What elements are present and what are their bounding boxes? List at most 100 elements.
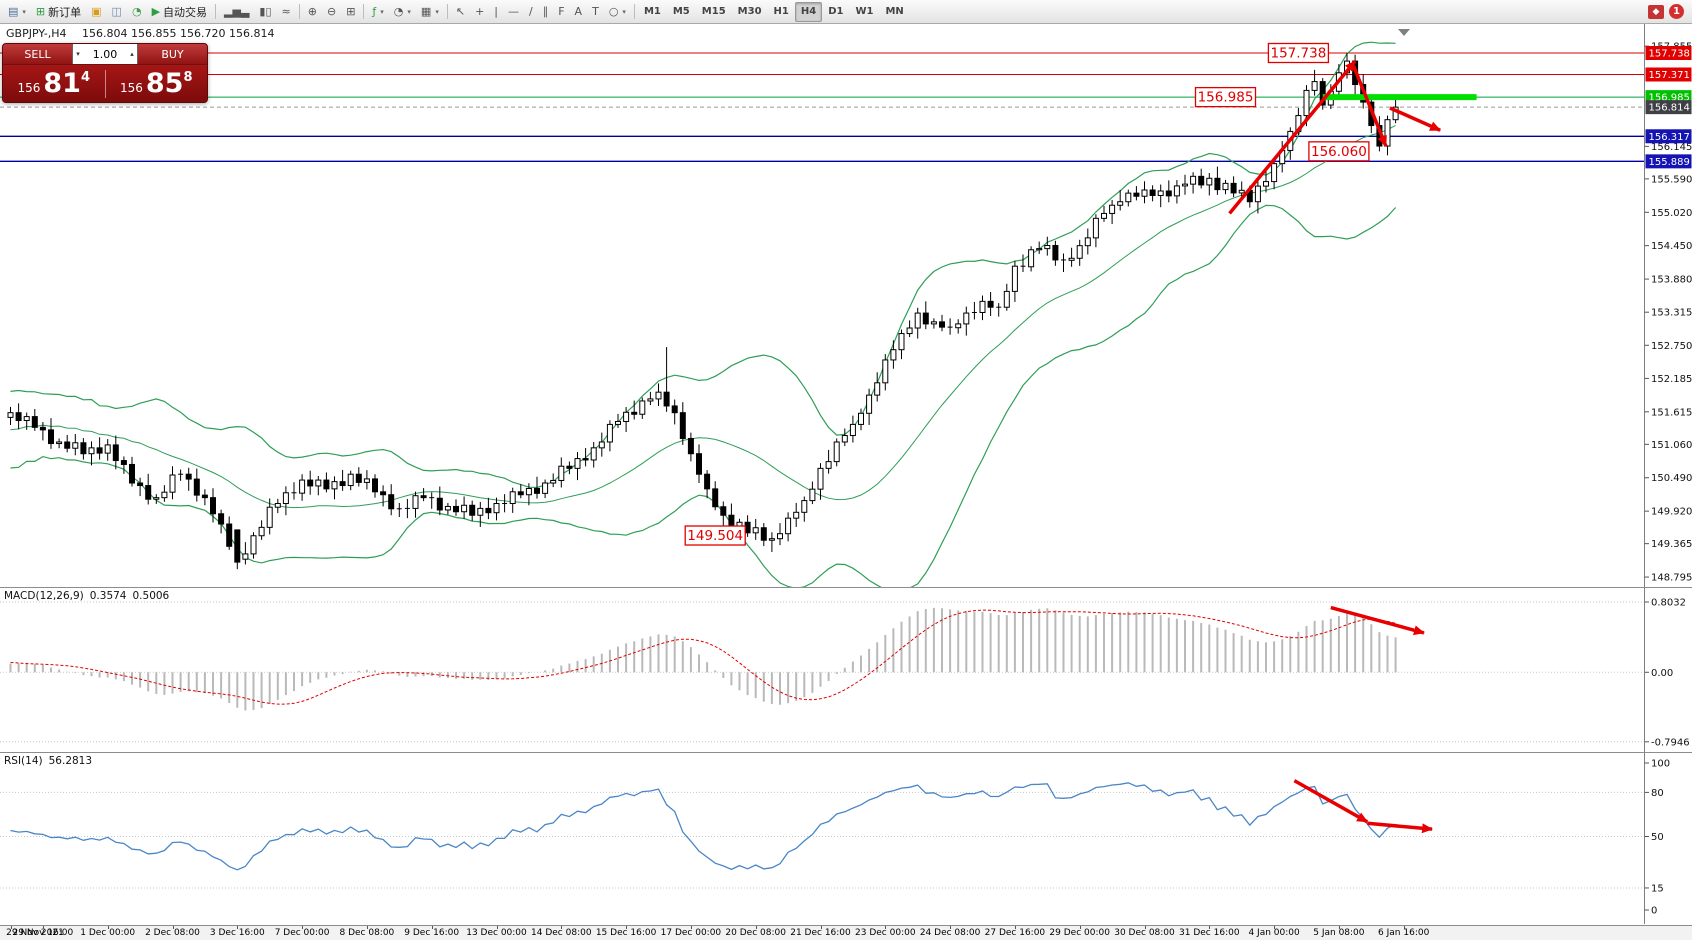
rsi-value: 56.2813 (48, 755, 93, 767)
channel-icon: ∥ (542, 5, 549, 18)
horizontal-line-button[interactable]: — (503, 2, 524, 22)
timeframe-m30-button[interactable]: M30 (737, 6, 762, 17)
new-chart-icon: ▤ (8, 5, 19, 18)
vertical-line-button[interactable]: | (489, 2, 503, 22)
buy-price-button[interactable]: 156 85 8 (106, 67, 208, 101)
timeframe-h4-button[interactable]: H4 (794, 1, 823, 22)
channel-button[interactable]: ∥ (538, 2, 554, 22)
bar-chart-type-button[interactable]: ▂▅▃ (219, 2, 254, 22)
macd-chart[interactable]: 0.8032 0.00 -0.7946 (0, 588, 1692, 752)
sell-price-main: 81 (43, 67, 81, 99)
price-annotation-box (1194, 86, 1257, 108)
toolbar-separator (215, 4, 217, 19)
macd-signal-line (10, 609, 1396, 705)
price-axis-tick: 155.590 (1651, 174, 1692, 185)
buy-tab[interactable]: BUY (138, 44, 207, 64)
time-axis-label: 21 Dec 16:00 (790, 928, 851, 938)
time-axis-label: 27 Dec 16:00 (984, 928, 1046, 938)
sell-tab[interactable]: SELL (3, 44, 72, 64)
candlestick-icon: ▮▯ (259, 5, 272, 18)
play-icon: ▶ (151, 5, 161, 18)
shapes-icon: ○ (608, 5, 619, 18)
candle-chart-type-button[interactable]: ▮▯ (254, 2, 276, 22)
label-button[interactable]: T (587, 2, 604, 22)
crosshair-button[interactable]: + (470, 2, 489, 22)
timeframe-mn-button[interactable]: MN (885, 6, 904, 17)
price-annotation-box (1267, 42, 1330, 64)
toolbar-main-group: ▤ ▾ ⊞ 新订单 ▣ ◫ ◔ ▶ 自动交易 ▂▅▃ ▮▯ ≈ ⊕ ⊖ ⊞ ƒ ▾ ◔ ▾ ▦ ▾ ↖ + | — / ∥ F A T ○ ▾ (3, 2, 638, 22)
time-axis-tick (431, 926, 433, 929)
market-button[interactable]: ▣ (86, 2, 106, 22)
horizontal-line-icon: — (508, 5, 519, 18)
sell-price-button[interactable]: 156 81 4 (3, 67, 105, 101)
price-axis-tick: 148.795 (1651, 573, 1692, 584)
time-axis-label: 15 Dec 16:00 (595, 928, 657, 938)
new-order-button[interactable]: ⊞ 新订单 (31, 2, 86, 22)
zoom-out-button[interactable]: ⊖ (322, 2, 341, 22)
time-axis-tick (820, 926, 822, 929)
time-axis[interactable]: 29 Nov 2021 29 Nov 16:00 1 Dec 00:00 2 Dec … (0, 925, 1692, 940)
time-axis-tick (10, 926, 12, 929)
macd-axis-tick: -0.7946 (1651, 737, 1690, 748)
volume-input[interactable] (83, 47, 127, 61)
data-window-button[interactable]: ◫ (107, 2, 127, 22)
timeframe-h1-button[interactable]: H1 (773, 6, 789, 17)
time-axis-label: 13 Dec 00:00 (466, 928, 527, 938)
mql5-button[interactable]: ◆ (1648, 4, 1664, 19)
new-chart-button[interactable]: ▤ ▾ (3, 2, 31, 22)
rsi-chart[interactable]: 100 80 50 15 0 (0, 753, 1692, 924)
periods-button[interactable]: ◔ ▾ (389, 2, 416, 22)
rsi-trend-arrow (1293, 779, 1369, 824)
timeframe-m1-button[interactable]: M1 (643, 6, 661, 17)
toolbar-separator (633, 4, 635, 19)
refresh-button[interactable]: ◔ (127, 2, 147, 22)
auto-trading-button-label: 自动交易 (163, 5, 208, 19)
symbol-period-label: GBPJPY-,H4 (6, 27, 67, 40)
time-axis-tick (950, 926, 952, 929)
buy-price-prefix: 156 (119, 80, 143, 95)
price-chart[interactable]: 157.738156.985156.060149.504157.855156.1… (0, 24, 1692, 587)
time-axis-tick (1403, 926, 1405, 929)
rsi-line (10, 782, 1396, 871)
time-axis-label: 30 Dec 08:00 (1114, 928, 1175, 938)
price-axis-tick: 149.920 (1651, 507, 1692, 518)
shapes-button[interactable]: ○ ▾ (604, 2, 631, 22)
templates-button[interactable]: ▦ ▾ (416, 2, 444, 22)
time-axis-tick (1338, 926, 1340, 929)
tile-windows-button[interactable]: ⊞ (341, 2, 360, 22)
market-icon: ▣ (91, 5, 102, 18)
price-annotation: 149.504 (687, 528, 743, 544)
time-axis-tick (1079, 926, 1081, 929)
volume-down-button[interactable]: ▾ (76, 50, 80, 58)
refresh-icon: ◔ (131, 5, 142, 18)
timeframe-m5-button[interactable]: M5 (672, 6, 690, 17)
time-axis-tick (302, 926, 304, 929)
auto-trading-button[interactable]: ▶ 自动交易 (147, 2, 212, 22)
time-axis-label: 3 Dec 16:00 (209, 928, 265, 938)
volume-up-button[interactable]: ▴ (130, 50, 134, 58)
trendline-button[interactable]: / (524, 2, 538, 22)
time-axis-tick (107, 926, 109, 929)
timeframe-m15-button[interactable]: M15 (701, 6, 726, 17)
bollinger-upper-band (10, 41, 1396, 489)
zoom-in-button[interactable]: ⊕ (303, 2, 322, 22)
toolbar-separator (446, 4, 448, 19)
text-button[interactable]: A (570, 2, 588, 22)
timeframe-d1-button[interactable]: D1 (828, 6, 844, 17)
fibonacci-button[interactable]: F (553, 2, 569, 22)
axis-price-box (1645, 129, 1692, 144)
cursor-button[interactable]: ↖ (451, 2, 470, 22)
buy-price-pip: 8 (183, 69, 193, 85)
axis-price-box (1645, 154, 1692, 169)
time-axis-label: 4 Jan 00:00 (1248, 928, 1300, 938)
notifications-button[interactable]: 1 (1669, 4, 1684, 19)
time-axis-tick (690, 926, 692, 929)
line-chart-type-button[interactable]: ≈ (277, 2, 296, 22)
indicators-button[interactable]: ƒ ▾ (367, 2, 388, 22)
sell-price-prefix: 156 (17, 80, 41, 95)
time-axis-label: 29 Dec 00:00 (1049, 928, 1110, 938)
dropdown-arrow-icon: ▾ (407, 7, 411, 16)
time-axis-label: 9 Dec 16:00 (404, 928, 460, 938)
timeframe-w1-button[interactable]: W1 (855, 6, 874, 17)
time-axis-label: 31 Dec 16:00 (1179, 928, 1240, 938)
